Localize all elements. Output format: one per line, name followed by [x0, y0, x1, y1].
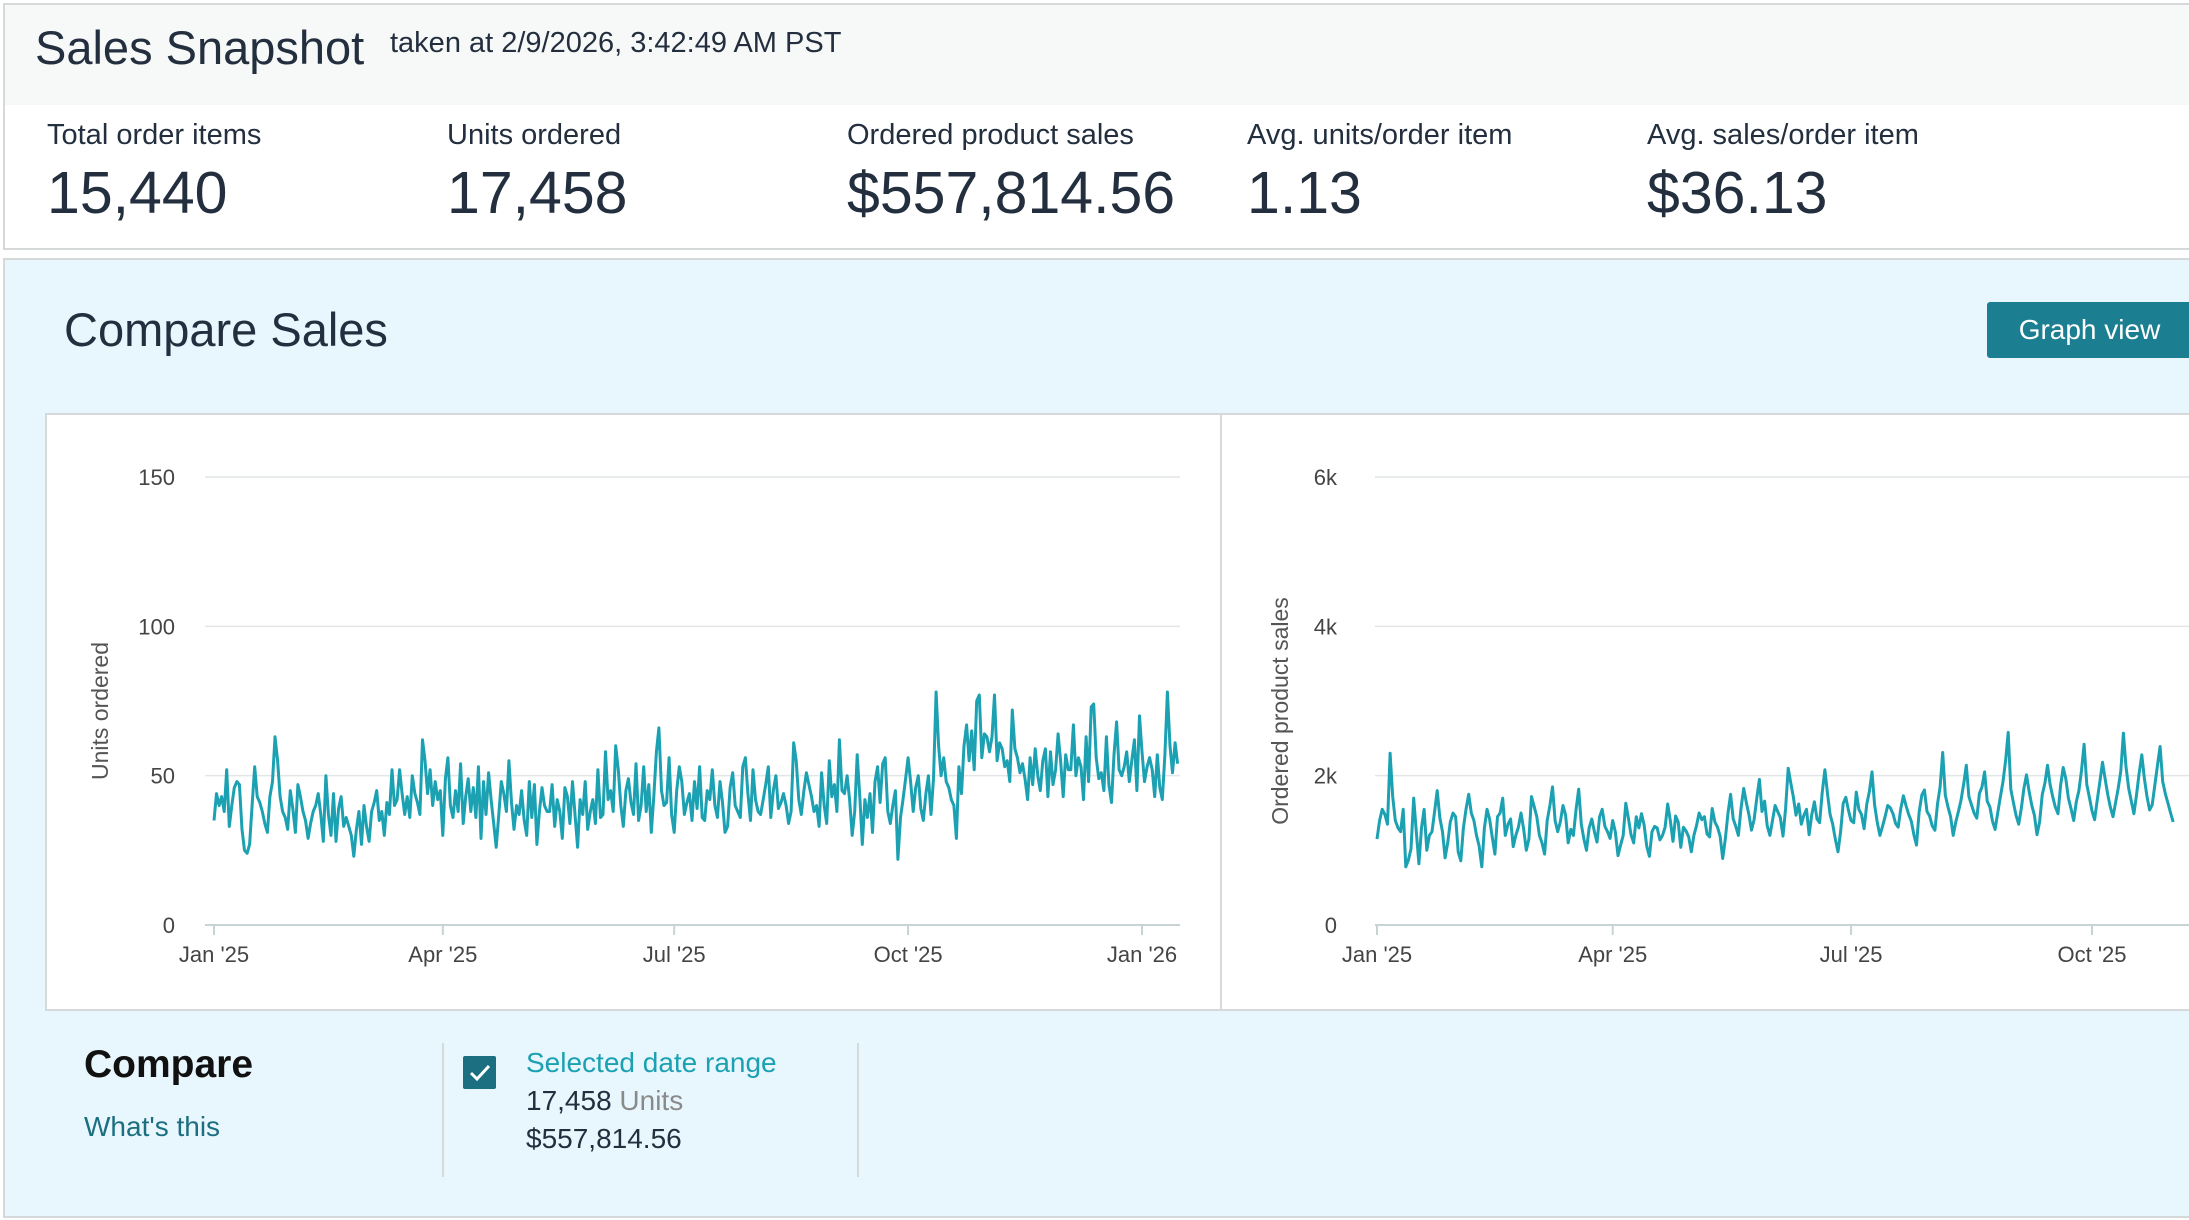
metric-value: $557,814.56 [847, 160, 1176, 226]
graph-view-button[interactable]: Graph view [1987, 302, 2189, 358]
selected-date-range-label: Selected date range [526, 1047, 777, 1078]
x-tick-label: Oct '25 [2057, 942, 2126, 967]
selected-range-checkbox[interactable] [463, 1056, 496, 1089]
metric-label: Avg. units/order item [1247, 119, 1513, 151]
snapshot-timestamp: taken at 2/9/2026, 3:42:49 AM PST [390, 27, 842, 59]
metric-value: 1.13 [1247, 160, 1362, 226]
metric-ordered-product-sales: Ordered product sales $557,814.56 [847, 121, 1175, 223]
compare-sales-title: Compare Sales [64, 303, 388, 356]
compare-divider [857, 1043, 859, 1177]
compare-heading: Compare [84, 1043, 254, 1086]
units-value: 17,458 [526, 1085, 612, 1116]
x-tick-label: Jul '25 [1820, 942, 1883, 967]
whats-this-link[interactable]: What's this [84, 1111, 221, 1142]
metric-units-ordered: Units ordered 17,458 [447, 121, 627, 223]
metric-label: Units ordered [447, 119, 622, 151]
x-tick-label: Jan '26 [1107, 942, 1177, 967]
y-tick-label: 4k [1314, 614, 1338, 639]
metric-value: 15,440 [47, 160, 228, 226]
metric-label: Total order items [47, 119, 262, 151]
y-tick-label: 50 [151, 764, 175, 789]
y-tick-label: 2k [1314, 764, 1338, 789]
units-suffix: Units [619, 1085, 684, 1116]
y-tick-label: 100 [138, 614, 175, 639]
units-chart-group: 0 50 100 150 Jan '25 Apr '25 Jul '25 Oct '25 Jan… [87, 465, 1180, 967]
units-ordered-series-line [212, 690, 1180, 861]
metric-label: Ordered product sales [847, 119, 1134, 151]
sales-snapshot-title: Sales Snapshot [35, 21, 365, 74]
y-tick-label: 0 [1325, 913, 1337, 938]
metric-total-order-items: Total order items 15,440 [47, 121, 261, 223]
y-tick-label: 0 [163, 913, 175, 938]
metric-label: Avg. sales/order item [1647, 119, 1919, 151]
y-tick-label: 6k [1314, 465, 1338, 490]
chart-area [45, 413, 2189, 1011]
y-axis-title: Ordered product sales [1267, 597, 1293, 825]
x-tick-label: Apr '25 [1578, 942, 1647, 967]
y-axis-title: Units ordered [87, 642, 113, 780]
selected-range-sales: $557,814.56 [526, 1123, 682, 1154]
y-tick-label: 150 [138, 465, 175, 490]
selected-range-units: 17,458 Units [526, 1085, 683, 1117]
x-tick-label: Jan '25 [179, 942, 249, 967]
x-tick-label: Jan '25 [1342, 942, 1412, 967]
x-tick-label: Apr '25 [408, 942, 477, 967]
chart-divider [1220, 413, 1222, 1011]
compare-divider [442, 1043, 444, 1177]
checkmark-icon [469, 1064, 490, 1081]
metric-avg-sales-per-order-item: Avg. sales/order item $36.13 [1647, 121, 1919, 223]
x-tick-label: Jul '25 [643, 942, 706, 967]
ordered-sales-series-line [1375, 730, 2175, 869]
metrics-row: Total order items 15,440 Units ordered 1… [3, 105, 2189, 250]
metric-avg-units-per-order-item: Avg. units/order item 1.13 [1247, 121, 1512, 223]
metric-value: 17,458 [447, 160, 628, 226]
x-tick-label: Oct '25 [874, 942, 943, 967]
sales-chart-group: 0 2k 4k 6k Jan '25 Apr '25 Jul '25 Oct '25 Order… [1267, 465, 2189, 967]
metric-value: $36.13 [1647, 160, 1828, 226]
sales-snapshot-header [3, 3, 2189, 107]
